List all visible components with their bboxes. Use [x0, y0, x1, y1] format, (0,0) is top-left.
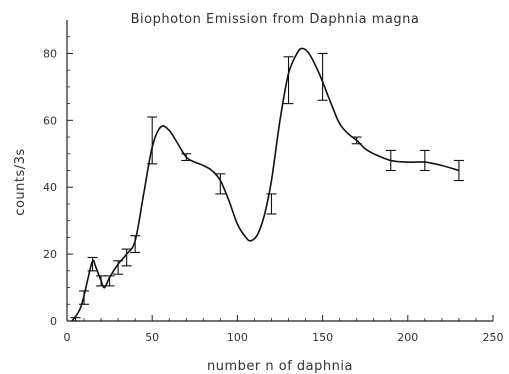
error-bar: [317, 52, 328, 101]
x-tick-label: 0: [64, 331, 71, 344]
error-bar: [121, 248, 132, 267]
x-ticks: 0 50 100 150 200 250: [64, 315, 504, 344]
error-bars: [70, 52, 464, 322]
error-bar: [215, 173, 226, 195]
y-ticks: 0 20 40 60 80: [43, 36, 73, 328]
error-bar: [266, 193, 277, 215]
x-tick-label: 250: [483, 331, 504, 344]
y-tick-label: 0: [50, 315, 57, 328]
error-bar: [453, 159, 464, 182]
y-tick-label: 80: [43, 47, 57, 60]
x-tick-label: 200: [397, 331, 418, 344]
y-tick-label: 60: [43, 114, 57, 127]
error-bar: [419, 149, 430, 172]
error-bar: [147, 116, 158, 165]
x-tick-label: 50: [145, 331, 159, 344]
x-axis-label: number n of daphnia: [207, 359, 353, 374]
series-curve: [71, 47, 460, 322]
y-axis-label: counts/3s: [13, 148, 28, 215]
y-tick-label: 40: [43, 181, 57, 194]
x-tick-label: 150: [312, 331, 333, 344]
x-tick-label: 100: [227, 331, 248, 344]
error-bar: [283, 56, 294, 105]
y-tick-label: 20: [43, 248, 57, 261]
chart-title: Biophoton Emission from Daphnia magna: [131, 12, 420, 27]
